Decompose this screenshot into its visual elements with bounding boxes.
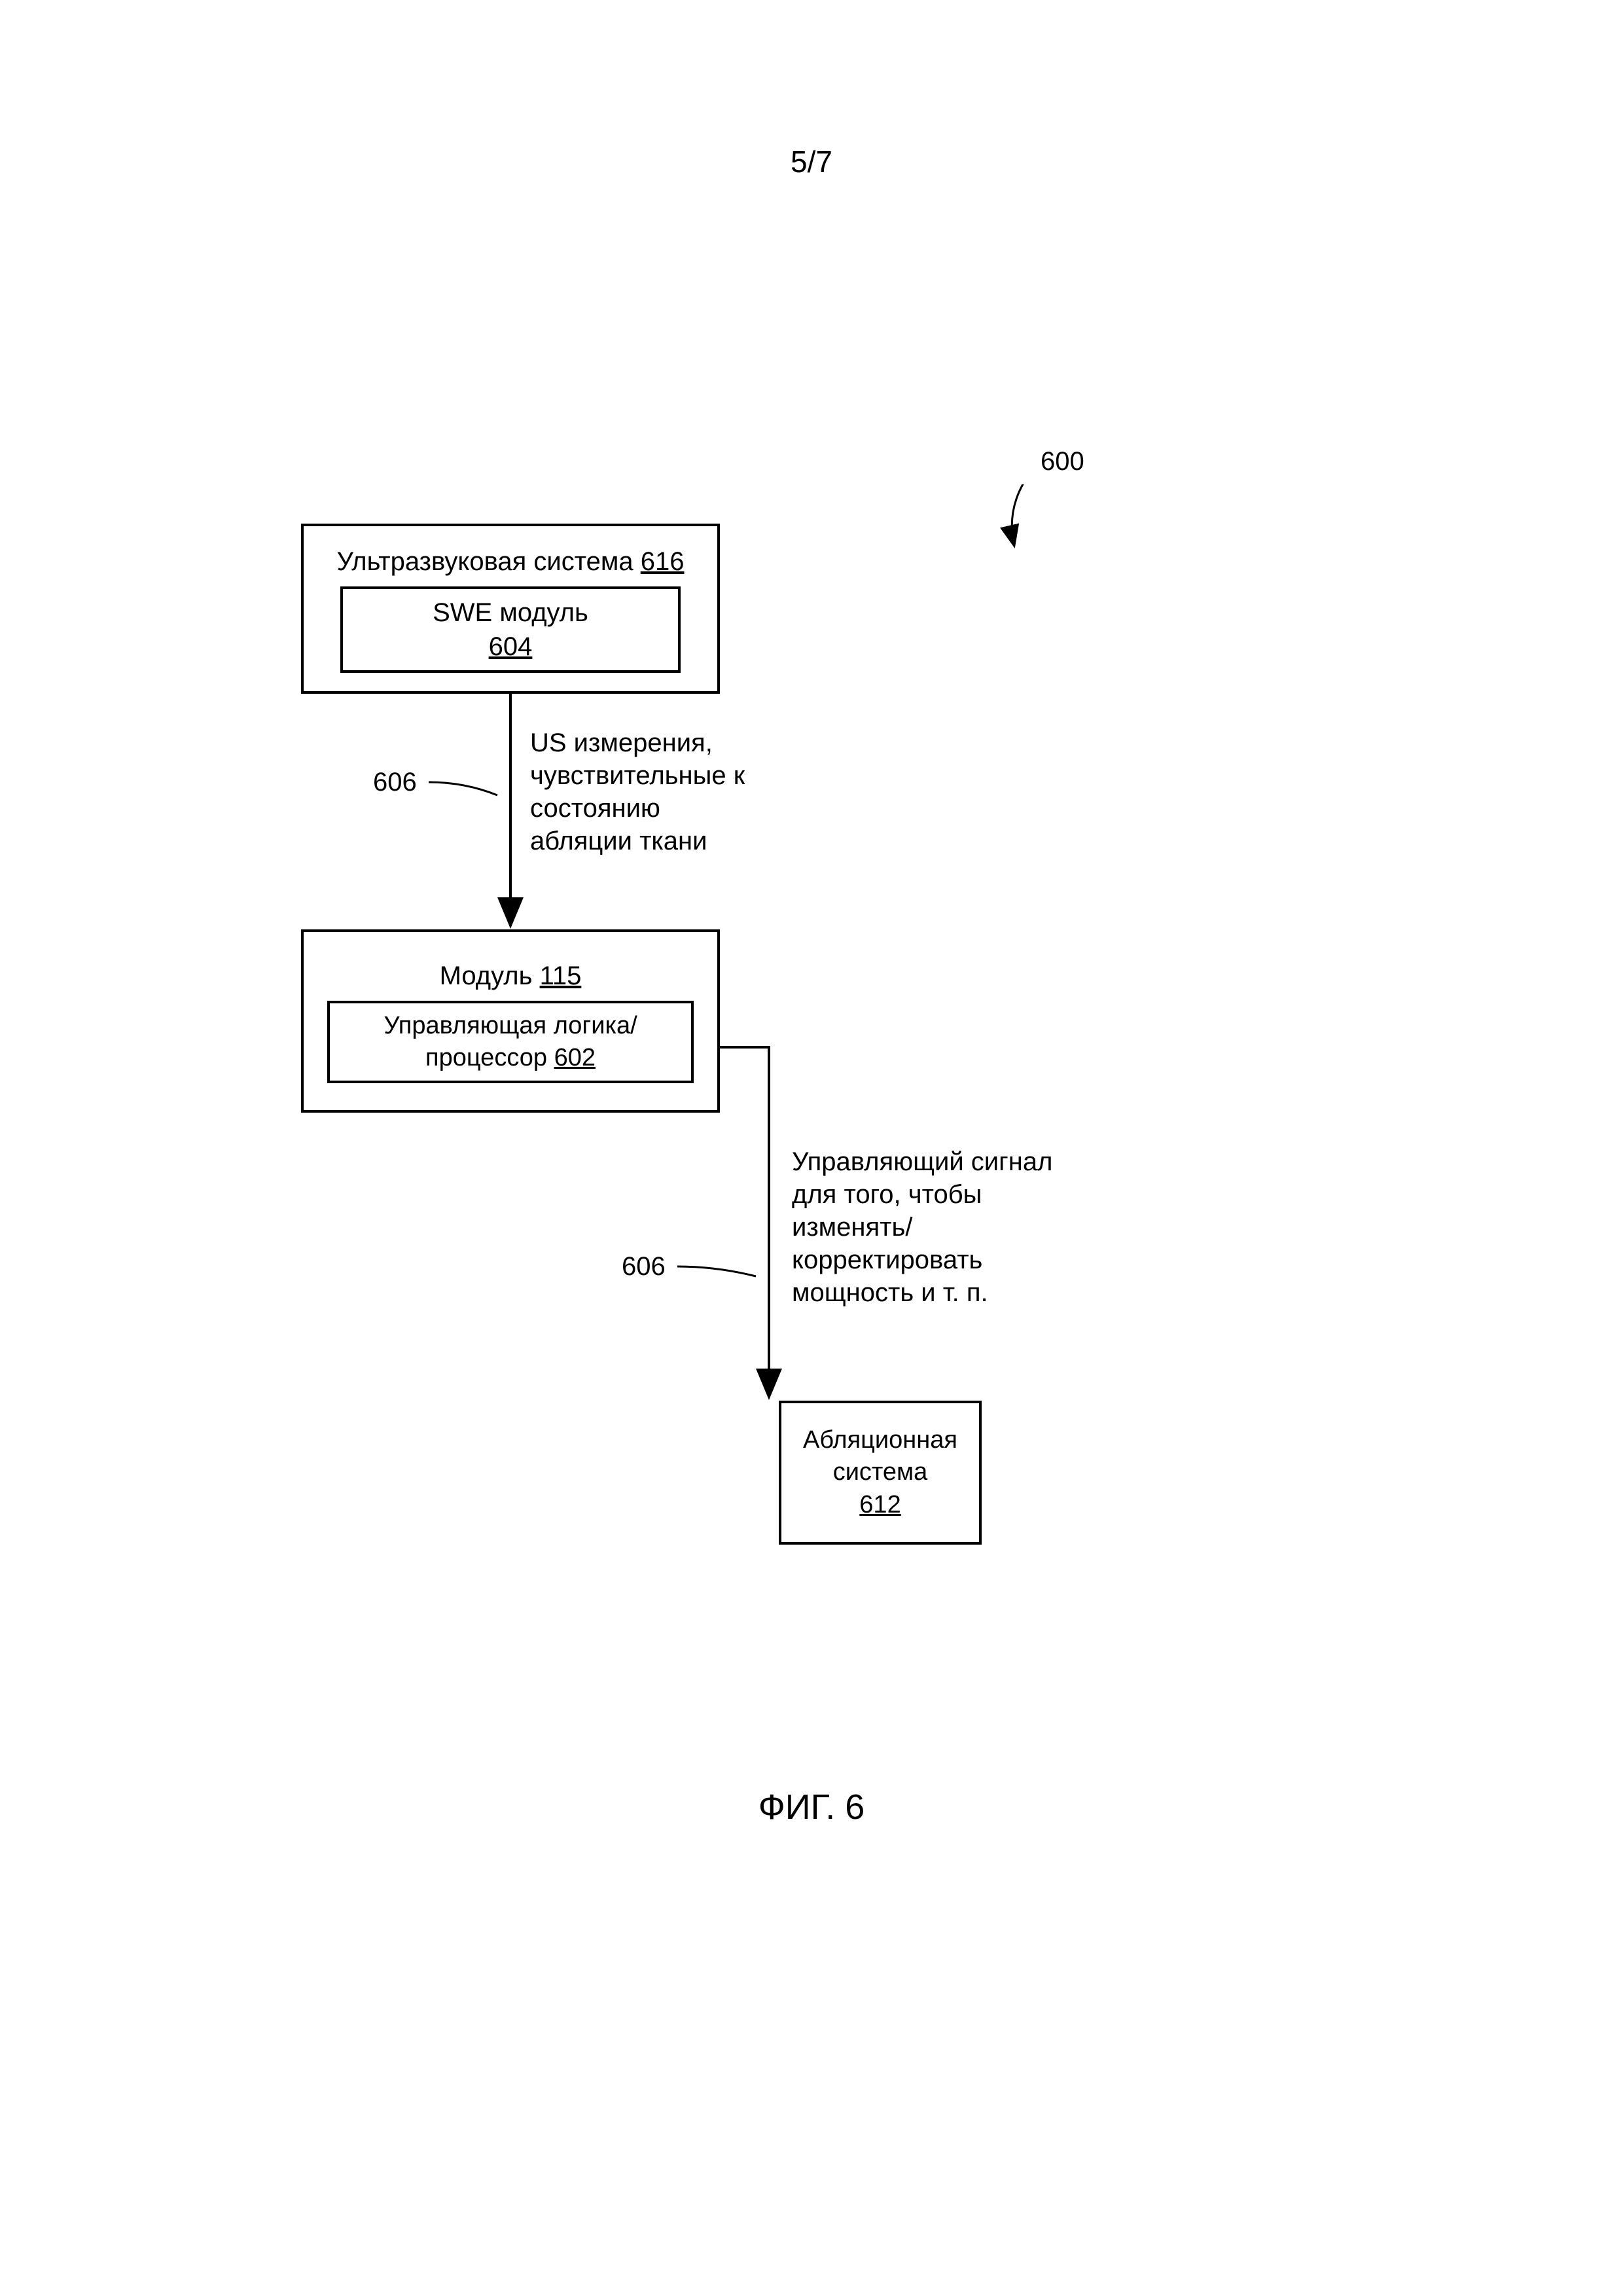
edge-us-measure-ref: 606 bbox=[373, 766, 417, 798]
edge-us-measure-label: US измерения, чувствительные к состоянию… bbox=[530, 726, 766, 857]
control-logic-box: Управляющая логика/процессор 602 bbox=[327, 1001, 694, 1084]
ultrasound-system-label: Ультразвуковая система bbox=[337, 547, 633, 576]
control-logic-label: Управляющая логика/процессор bbox=[383, 1012, 637, 1071]
ablation-system-ref: 612 bbox=[781, 1489, 979, 1521]
figure-caption: ФИГ. 6 bbox=[758, 1787, 865, 1827]
ablation-system-title: Абляционная система 612 bbox=[781, 1424, 979, 1521]
module-ref: 115 bbox=[540, 961, 582, 990]
module-box: Модуль 115 Управляющая логика/процессор … bbox=[301, 929, 720, 1113]
control-logic-title: Управляющая логика/процессор 602 bbox=[349, 1010, 671, 1075]
swe-module-ref: 604 bbox=[363, 630, 658, 664]
swe-module-box: SWE модуль 604 bbox=[340, 586, 681, 673]
ultrasound-system-box: Ультразвуковая система 616 SWE модуль 60… bbox=[301, 524, 720, 694]
ultrasound-system-ref: 616 bbox=[641, 547, 685, 576]
module-title: Модуль 115 bbox=[440, 959, 582, 993]
swe-module-label: SWE модуль bbox=[363, 596, 658, 630]
edge-control-signal-label: Управляющий сигнал для того, чтобы измен… bbox=[792, 1145, 1067, 1309]
swe-module-title: SWE модуль 604 bbox=[363, 596, 658, 664]
ablation-system-label: Абляционная система bbox=[781, 1424, 979, 1489]
flowchart-diagram: Ультразвуковая система 616 SWE модуль 60… bbox=[281, 484, 1198, 1728]
module-label: Модуль bbox=[440, 961, 533, 990]
page-number: 5/7 bbox=[791, 144, 832, 179]
diagram-main-ref: 600 bbox=[1041, 445, 1084, 478]
control-logic-ref: 602 bbox=[554, 1044, 596, 1071]
edge-control-signal-ref: 606 bbox=[622, 1250, 666, 1283]
ablation-system-box: Абляционная система 612 bbox=[779, 1401, 982, 1545]
ultrasound-system-title: Ультразвуковая система 616 bbox=[337, 545, 685, 579]
